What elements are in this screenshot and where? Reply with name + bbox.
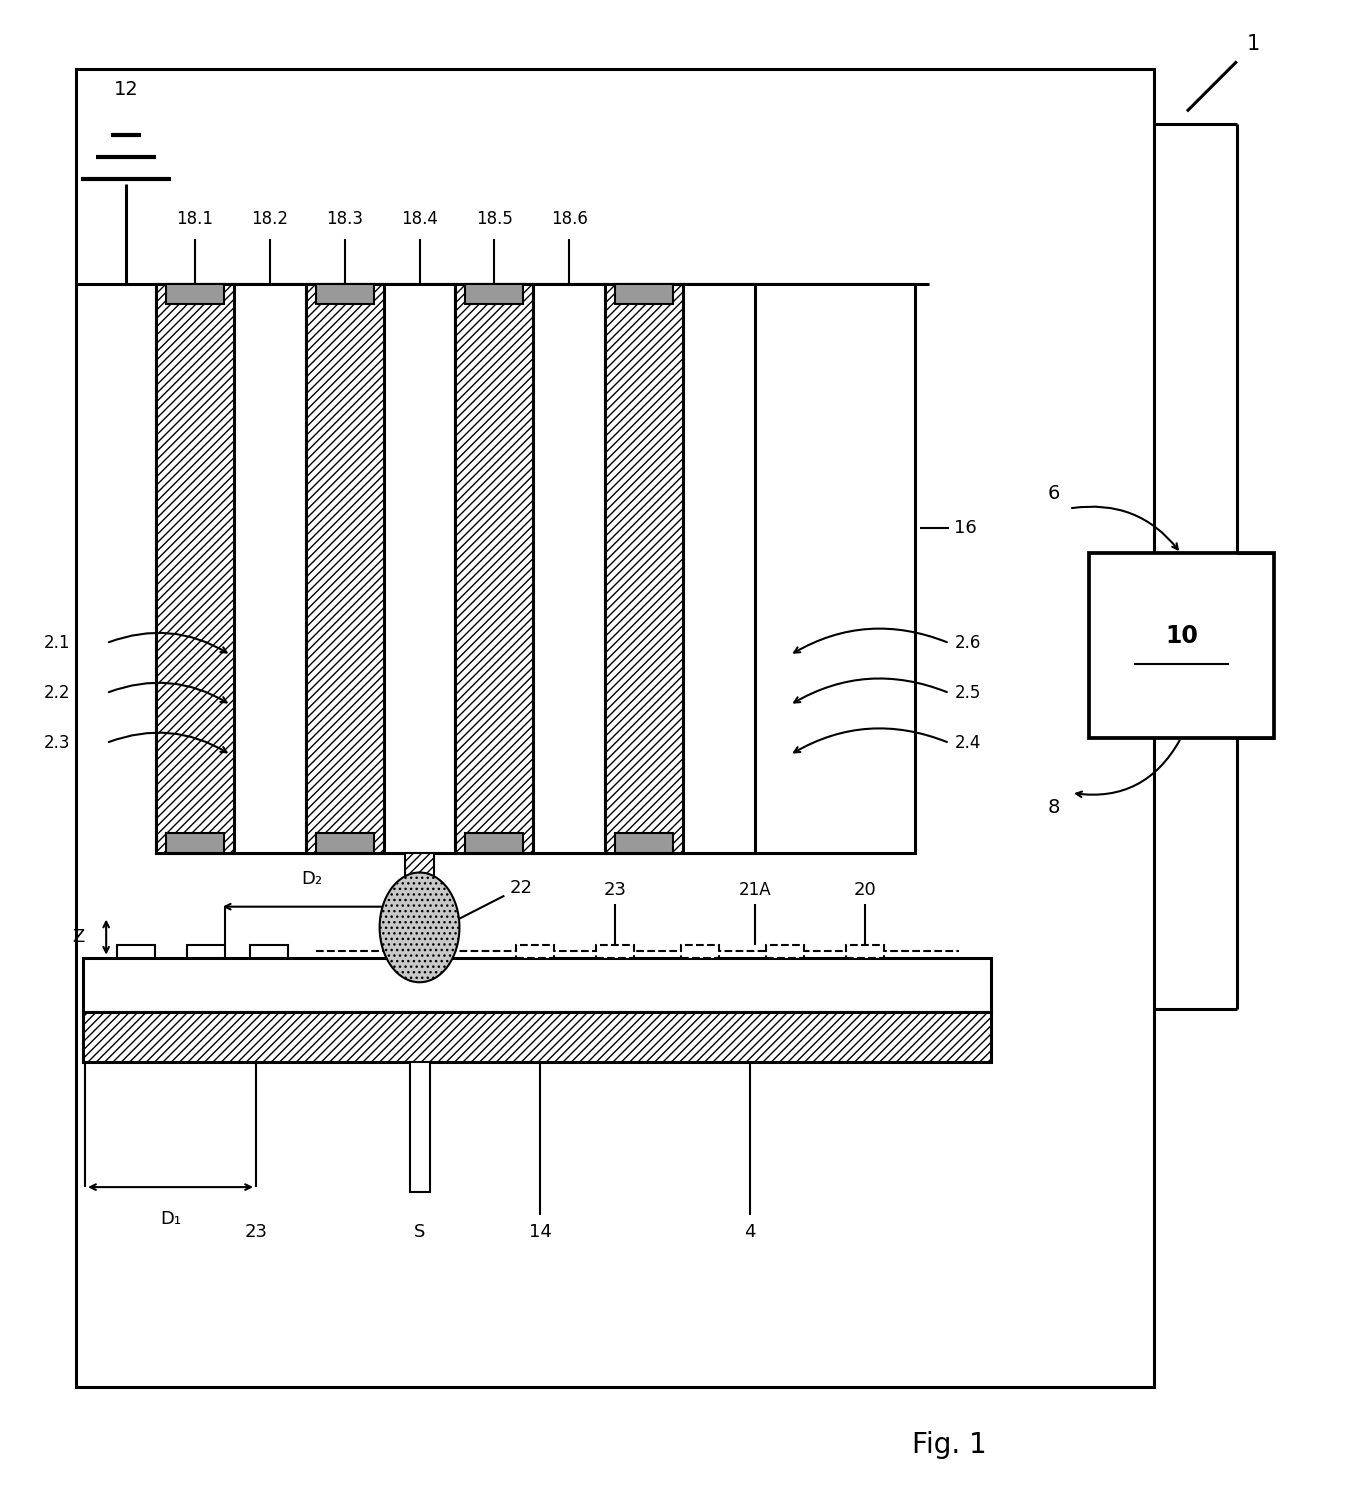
Bar	[315, 833, 373, 852]
Bar	[766, 945, 804, 957]
Bar	[1089, 553, 1273, 739]
Bar	[250, 945, 288, 957]
Bar	[465, 833, 524, 852]
Bar	[681, 945, 718, 957]
Text: 4: 4	[744, 1222, 755, 1240]
Bar	[166, 833, 225, 852]
Text: 8: 8	[1049, 798, 1061, 818]
Bar	[234, 285, 306, 852]
Text: 18.3: 18.3	[326, 210, 363, 228]
Bar	[846, 945, 884, 957]
Bar	[187, 945, 225, 957]
Ellipse shape	[380, 872, 460, 983]
Bar	[597, 945, 635, 957]
Text: 2.1: 2.1	[43, 634, 70, 652]
Bar	[166, 285, 225, 304]
Text: 23: 23	[603, 881, 626, 899]
Bar	[76, 69, 1154, 1387]
Text: D₂: D₂	[302, 870, 323, 888]
Text: 1: 1	[1247, 34, 1261, 54]
Bar	[306, 285, 384, 852]
Text: 18.1: 18.1	[176, 210, 214, 228]
Bar	[465, 285, 524, 304]
Bar	[533, 285, 605, 852]
Bar	[315, 285, 373, 304]
Bar	[683, 285, 755, 852]
Bar	[84, 957, 992, 1013]
Text: 2.2: 2.2	[43, 685, 70, 703]
Bar	[517, 945, 555, 957]
Text: 12: 12	[114, 79, 138, 99]
Text: 2.5: 2.5	[954, 685, 981, 703]
Text: 18.2: 18.2	[252, 210, 288, 228]
Text: S: S	[414, 1222, 425, 1240]
Text: 6: 6	[1049, 484, 1061, 503]
Text: 14: 14	[529, 1222, 552, 1240]
Bar	[156, 285, 915, 852]
Text: 2.3: 2.3	[43, 734, 70, 752]
Bar	[384, 285, 456, 852]
Bar	[605, 285, 683, 852]
Text: 18.6: 18.6	[551, 210, 587, 228]
Text: 23: 23	[245, 1222, 268, 1240]
Bar	[156, 285, 234, 852]
Text: 16: 16	[954, 520, 977, 538]
Bar	[118, 945, 156, 957]
Text: 2.6: 2.6	[954, 634, 981, 652]
Text: 2.4: 2.4	[954, 734, 981, 752]
Bar	[616, 833, 672, 852]
Bar	[410, 1062, 429, 1192]
Text: Fig. 1: Fig. 1	[912, 1431, 986, 1459]
Bar	[456, 285, 533, 852]
Text: 22: 22	[509, 879, 532, 897]
Text: 20: 20	[854, 881, 875, 899]
Bar	[84, 1013, 992, 1062]
Bar	[616, 285, 672, 304]
Text: 18.5: 18.5	[476, 210, 513, 228]
Text: Z: Z	[72, 929, 84, 947]
Bar	[405, 852, 434, 963]
Text: 21A: 21A	[739, 881, 771, 899]
Text: 18.4: 18.4	[400, 210, 438, 228]
Text: 10: 10	[1165, 623, 1197, 647]
Text: D₁: D₁	[160, 1210, 181, 1228]
